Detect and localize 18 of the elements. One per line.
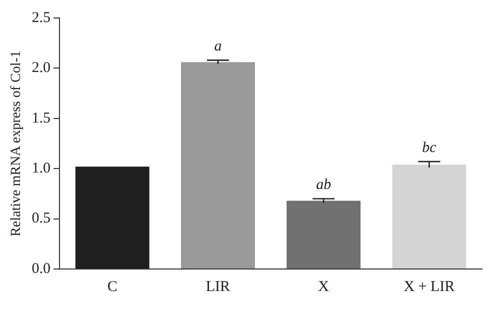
annotation: bc bbox=[422, 140, 437, 156]
y-tick-label: 0.0 bbox=[32, 260, 51, 277]
annotation: ab bbox=[316, 177, 332, 194]
bar bbox=[181, 62, 255, 268]
bar bbox=[286, 200, 361, 268]
annotation: a bbox=[214, 38, 222, 55]
x-tick-label: X + LIR bbox=[404, 278, 455, 295]
y-axis-title: Relative mRNA express of Col-1 bbox=[9, 50, 24, 236]
x-tick-label: X bbox=[318, 278, 330, 295]
y-tick-label: 0.5 bbox=[32, 210, 51, 227]
bar bbox=[392, 164, 466, 268]
x-tick-label: LIR bbox=[206, 278, 230, 295]
y-tick-label: 2.0 bbox=[32, 60, 51, 76]
bar bbox=[75, 166, 150, 268]
y-tick-label: 1.0 bbox=[32, 160, 51, 177]
x-tick-label: C bbox=[107, 278, 118, 295]
y-tick-label: 1.5 bbox=[32, 110, 51, 126]
y-tick-label: 2.5 bbox=[32, 10, 51, 26]
